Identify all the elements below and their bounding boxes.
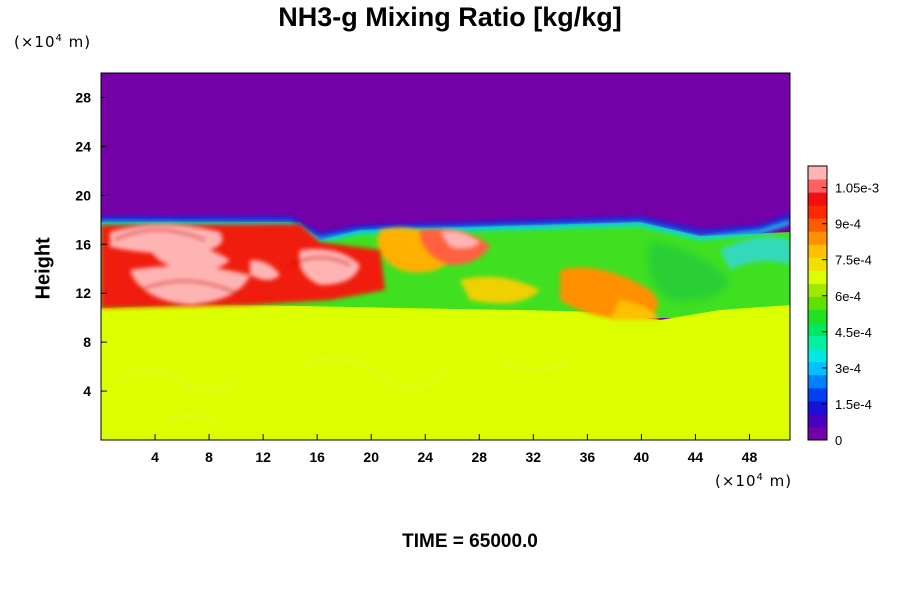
x-axis: 4 8 12 16 20 24 28 32 36 40 44 48 bbox=[151, 434, 757, 465]
y-unit-label: (×104 m) bbox=[14, 33, 92, 51]
colorbar-tick-label: 3e-4 bbox=[835, 361, 861, 376]
x-tick-label: 32 bbox=[526, 449, 542, 465]
colorbar-swatch bbox=[808, 244, 827, 258]
y-tick-label: 4 bbox=[83, 383, 91, 399]
colorbar-swatch bbox=[808, 335, 827, 350]
x-tick-label: 36 bbox=[580, 449, 596, 465]
colorbar-swatch bbox=[808, 348, 827, 363]
colorbar-swatch bbox=[808, 218, 827, 232]
colorbar-tick-label: 0 bbox=[835, 433, 842, 448]
colorbar-swatch bbox=[808, 361, 827, 376]
colorbar-tick-label: 7.5e-4 bbox=[835, 253, 872, 268]
colorbar: 0 1.5e-4 3e-4 4.5e-4 6e-4 7.5e-4 9e-4 1.05e-3 bbox=[807, 165, 879, 448]
chart-title: NH3-g Mixing Ratio [kg/kg] bbox=[278, 2, 622, 32]
x-tick-label: 8 bbox=[205, 449, 213, 465]
x-tick-label: 44 bbox=[688, 449, 704, 465]
colorbar-tick-label: 1.5e-4 bbox=[835, 397, 872, 412]
colorbar-swatch bbox=[808, 309, 827, 324]
x-tick-label: 20 bbox=[363, 449, 379, 465]
x-tick-label: 48 bbox=[742, 449, 758, 465]
y-tick-label: 24 bbox=[75, 138, 91, 154]
heatmap-field bbox=[101, 73, 790, 440]
colorbar-tick-label: 4.5e-4 bbox=[835, 325, 872, 340]
colorbar-tick-label: 6e-4 bbox=[835, 289, 861, 304]
x-unit-label: (×104 m) bbox=[715, 472, 793, 490]
y-tick-label: 12 bbox=[75, 285, 91, 301]
colorbar-swatch bbox=[808, 231, 827, 245]
colorbar-swatch bbox=[808, 179, 827, 193]
x-tick-label: 40 bbox=[634, 449, 650, 465]
colorbar-swatch bbox=[808, 257, 827, 271]
y-tick-label: 8 bbox=[83, 334, 91, 350]
colorbar-swatch bbox=[808, 283, 827, 297]
colorbar-swatch bbox=[808, 166, 827, 180]
colorbar-swatch bbox=[808, 296, 827, 311]
y-tick-label: 16 bbox=[75, 236, 91, 252]
plot-frame bbox=[100, 72, 791, 441]
colorbar-tick-label: 1.05e-3 bbox=[835, 181, 879, 196]
y-tick-label: 28 bbox=[75, 89, 91, 105]
x-tick-label: 12 bbox=[255, 449, 271, 465]
x-tick-label: 4 bbox=[151, 449, 159, 465]
x-tick-label: 28 bbox=[471, 449, 487, 465]
time-label: TIME = 65000.0 bbox=[402, 531, 538, 552]
colorbar-swatch bbox=[808, 413, 827, 428]
colorbar-swatch bbox=[808, 205, 827, 219]
colorbar-frame bbox=[807, 165, 828, 441]
x-tick-label: 24 bbox=[417, 449, 433, 465]
colorbar-swatch bbox=[808, 270, 827, 284]
y-axis: 4 8 12 16 20 24 28 bbox=[75, 89, 107, 399]
colorbar-swatch bbox=[808, 192, 827, 206]
colorbar-swatch bbox=[808, 426, 827, 441]
colorbar-swatch bbox=[808, 400, 827, 415]
colorbar-swatch bbox=[808, 322, 827, 337]
colorbar-swatch bbox=[808, 374, 827, 389]
colorbar-tick-label: 9e-4 bbox=[835, 217, 861, 232]
x-tick-label: 16 bbox=[309, 449, 325, 465]
y-tick-label: 20 bbox=[75, 187, 91, 203]
colorbar-swatch bbox=[808, 387, 827, 402]
